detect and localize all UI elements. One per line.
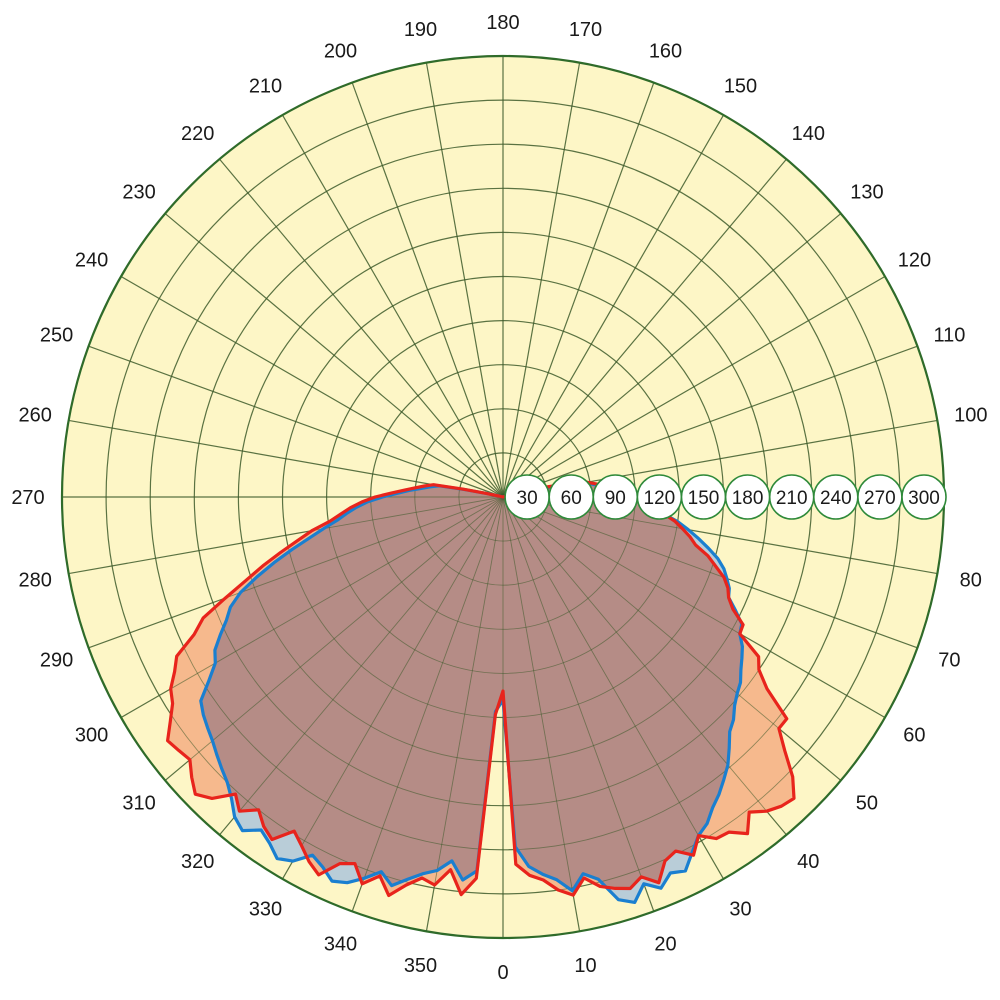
angle-label-300: 300	[75, 725, 108, 747]
angle-label-320: 320	[181, 851, 214, 873]
grid-spoke-110	[502, 345, 918, 498]
angle-label-120: 120	[898, 250, 931, 272]
angle-label-200: 200	[324, 41, 357, 63]
angle-label-80: 80	[960, 570, 982, 592]
angle-label-230: 230	[122, 182, 155, 204]
angle-label-20: 20	[654, 933, 676, 955]
angle-label-260: 260	[19, 405, 52, 427]
angle-label-330: 330	[249, 898, 282, 920]
radial-tick-label-60: 60	[561, 488, 582, 509]
grid-spoke-190	[425, 62, 504, 498]
grid-spoke-240	[120, 275, 504, 498]
radial-tick-label-120: 120	[644, 488, 676, 509]
angle-label-110: 110	[933, 325, 965, 347]
grid-spoke-250	[88, 345, 504, 498]
radial-tick-label-90: 90	[605, 488, 626, 509]
angle-label-50: 50	[856, 792, 878, 814]
radial-tick-label-150: 150	[688, 488, 720, 509]
angle-label-130: 130	[850, 182, 883, 204]
angle-labels: 0 10 20 30 40 50 60 70 80 100 110 120 130 140 150 160 17…	[11, 12, 987, 984]
angle-label-270: 270	[11, 487, 44, 509]
radial-tick-label-240: 240	[820, 488, 852, 509]
angle-label-280: 280	[19, 570, 52, 592]
grid-spoke-220	[219, 158, 504, 498]
angle-label-180: 180	[486, 12, 519, 34]
angle-label-0: 0	[497, 962, 508, 984]
grid-spoke-210	[281, 114, 504, 498]
grid-spoke-130	[502, 213, 842, 498]
angle-label-150: 150	[724, 76, 757, 98]
radial-tick-label-210: 210	[776, 488, 808, 509]
angle-label-10: 10	[574, 955, 596, 977]
angle-label-100: 100	[954, 405, 987, 427]
angle-label-290: 290	[40, 650, 73, 672]
angle-label-210: 210	[249, 76, 282, 98]
radial-tick-label-30: 30	[517, 488, 538, 509]
angle-label-170: 170	[569, 19, 602, 41]
radial-tick-label-270: 270	[864, 488, 896, 509]
angle-label-60: 60	[903, 725, 925, 747]
radial-tick-label-180: 180	[732, 488, 764, 509]
grid-spoke-170	[502, 62, 581, 498]
angle-label-70: 70	[938, 650, 960, 672]
grid-spoke-140	[502, 158, 787, 498]
angle-label-310: 310	[122, 792, 155, 814]
angle-label-240: 240	[75, 250, 108, 272]
series-layer	[166, 480, 796, 904]
angle-label-190: 190	[404, 19, 437, 41]
radial-tick-badge-300	[901, 474, 947, 520]
angle-label-140: 140	[792, 123, 825, 145]
overlap-area	[200, 482, 743, 896]
grid-spoke-120	[502, 275, 886, 498]
grid-spoke-150	[502, 114, 725, 498]
angle-label-340: 340	[324, 933, 357, 955]
grid-spoke-230	[164, 213, 504, 498]
angle-label-350: 350	[404, 955, 437, 977]
radial-tick-labels: 30 60 90 120 150 180 210 240 270 300	[504, 474, 947, 520]
radial-tick-label-300: 300	[908, 488, 940, 509]
angle-label-250: 250	[40, 325, 73, 347]
angle-label-30: 30	[729, 898, 751, 920]
angle-label-40: 40	[797, 851, 819, 873]
grid-spoke-200	[351, 82, 504, 498]
grid-spoke-160	[502, 82, 655, 498]
angle-label-220: 220	[181, 123, 214, 145]
angle-label-160: 160	[649, 41, 682, 63]
